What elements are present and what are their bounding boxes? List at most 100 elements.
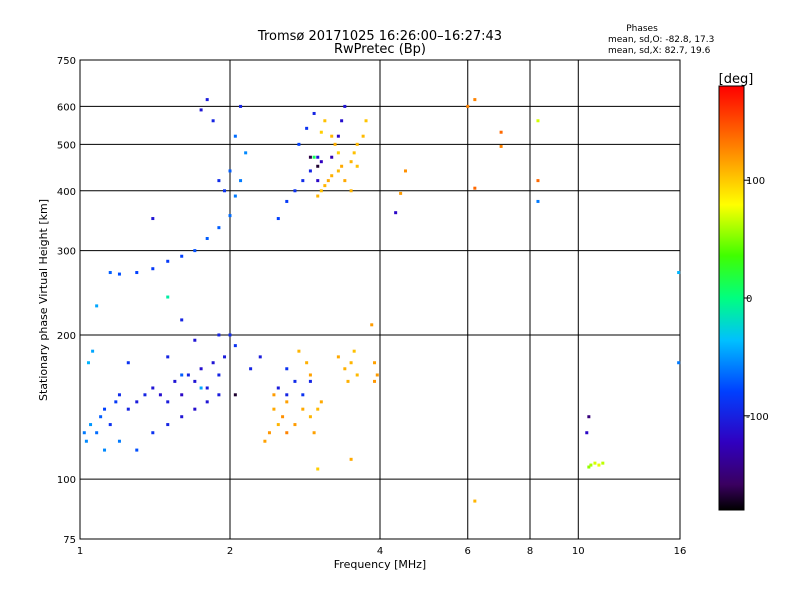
data-point [166,423,170,427]
phases-heading: Phases [626,24,658,34]
data-point [587,415,591,419]
data-point [166,259,170,263]
data-point [158,393,162,397]
data-point [677,271,681,275]
data-point [180,318,184,322]
data-point [293,379,297,383]
data-point [297,349,301,353]
data-point [89,423,93,427]
data-point [285,199,289,203]
data-point [336,355,340,359]
data-point [205,236,209,240]
y-axis-ticks: 75 100 200 300 400 500 600 750 [57,56,76,546]
data-point [193,249,197,253]
data-point [272,407,276,411]
colorbar-tick-label: 0 [746,294,752,305]
data-point [117,439,121,443]
data-point [364,119,368,123]
data-point [117,393,121,397]
data-point [199,108,203,112]
data-point [308,415,312,419]
data-point [305,361,309,365]
data-point [330,134,334,138]
data-point [370,323,374,327]
data-point [323,119,327,123]
data-point [319,160,323,164]
data-point [336,134,340,138]
data-point [305,126,309,130]
data-point [228,169,232,173]
data-point [205,400,209,404]
x-axis-label: Frequency [MHz] [334,558,426,571]
data-point [349,457,353,461]
chart-subtitle: RwPretec (Bp) [334,42,426,57]
data-point [473,186,477,190]
data-point [466,104,470,108]
data-point [114,400,118,404]
y-tick-label: 400 [57,187,76,198]
x-tick-label: 8 [527,546,533,557]
data-point [308,169,312,173]
data-point [117,272,121,276]
data-point [336,151,340,155]
data-point [103,407,107,411]
data-point [193,407,197,411]
x-axis-ticks: 1 2 4 6 8 10 16 [77,546,687,557]
data-point [91,349,95,353]
colorbar [718,85,745,511]
data-point [86,361,90,365]
data-point [330,155,334,159]
phases-o-stats: mean, sd,O: -82.8, 17.3 [608,35,714,45]
data-point [285,367,289,371]
data-point [293,189,297,193]
data-point [135,448,139,452]
data-points [82,98,681,503]
data-point [180,415,184,419]
data-point [223,189,227,193]
data-point [536,199,540,203]
data-point [349,361,353,365]
y-tick-label: 100 [57,475,76,486]
x-tick-label: 2 [227,546,233,557]
x-tick-label: 6 [465,546,471,557]
colorbar-ticks: 100 0 -100 [744,176,769,423]
data-point [340,119,344,123]
y-tick-label: 500 [57,140,76,151]
data-point [135,400,139,404]
data-point [272,393,276,397]
data-point [82,431,86,435]
data-point [193,379,197,383]
data-point [211,361,215,365]
data-point [199,367,203,371]
data-point [193,338,197,342]
data-point [301,179,305,183]
data-point [399,191,403,195]
x-tick-label: 16 [674,546,687,557]
data-point [143,393,147,397]
data-point [276,217,280,221]
data-point [99,415,103,419]
data-point [312,431,316,435]
colorbar-label: [deg] [719,72,754,87]
y-tick-label: 75 [63,535,76,546]
data-point [217,226,221,230]
grid-lines [80,60,680,539]
colorbar-tick-label: 100 [746,176,765,187]
data-point [223,355,227,359]
data-point [205,386,209,390]
y-tick-label: 750 [57,56,76,67]
data-point [330,174,334,178]
data-point [499,130,503,134]
data-point [103,448,107,452]
data-point [346,379,350,383]
data-point [233,393,237,397]
x-tick-label: 10 [572,546,585,557]
data-point [319,400,323,404]
chart-title: Tromsø 20171025 16:26:00–16:27:43 [257,29,502,44]
data-point [239,179,243,183]
data-point [166,295,170,299]
data-point [308,379,312,383]
data-point [316,407,320,411]
y-tick-label: 200 [57,331,76,342]
